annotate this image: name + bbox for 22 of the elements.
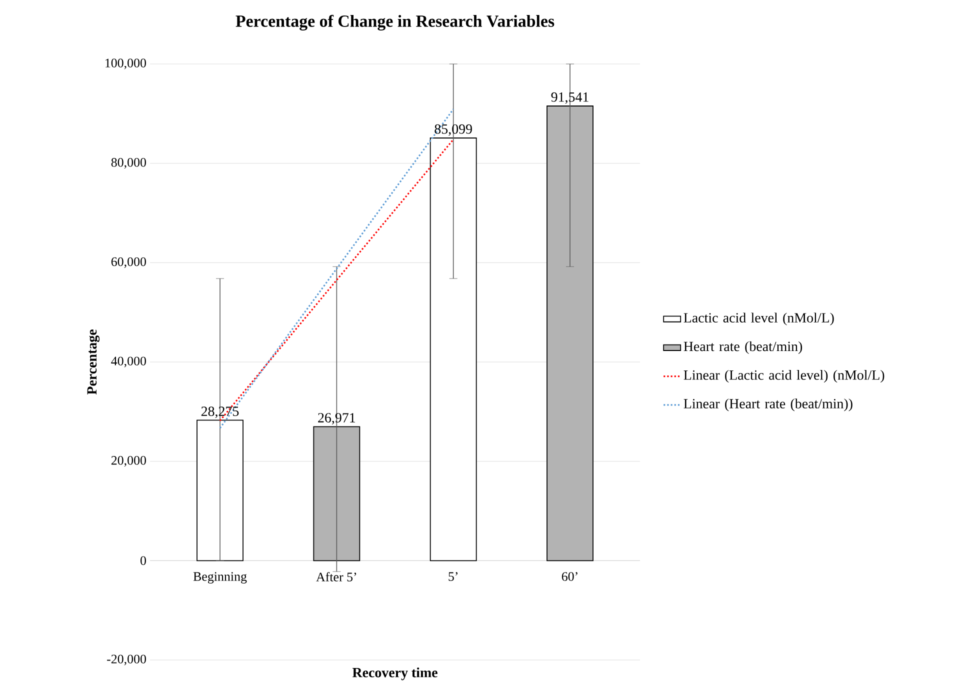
bar: [313, 426, 360, 562]
y-tick-label: 0: [140, 556, 146, 566]
y-tick-label: -20,000: [107, 654, 146, 666]
legend-label: Heart rate (beat/min): [684, 341, 802, 354]
y-tick-label: 80,000: [111, 158, 146, 169]
bar: [430, 138, 477, 562]
x-tick-label: 60’: [562, 572, 578, 581]
x-axis-title: Recovery time: [352, 668, 438, 680]
y-tick-label: 60,000: [111, 257, 146, 268]
chart-title: Percentage of Change in Research Variables: [236, 14, 554, 30]
y-tick-label: 40,000: [111, 356, 146, 368]
x-tick-label: After 5’: [316, 572, 356, 582]
y-tick-label: 20,000: [111, 456, 146, 467]
data-label: 91,541: [551, 92, 588, 104]
x-tick-label: Beginning: [193, 572, 247, 584]
legend-label: Linear (Heart rate (beat/min)): [684, 398, 852, 412]
x-tick-label: 5’: [448, 572, 458, 581]
bar: [546, 106, 594, 562]
y-axis-title: Percentage: [87, 330, 100, 395]
legend-label: Lactic acid level (nMol/L): [684, 312, 834, 326]
y-tick-label: 100,000: [106, 58, 146, 70]
legend-label: Linear (Lactic acid level) (nMol/L): [684, 370, 884, 383]
